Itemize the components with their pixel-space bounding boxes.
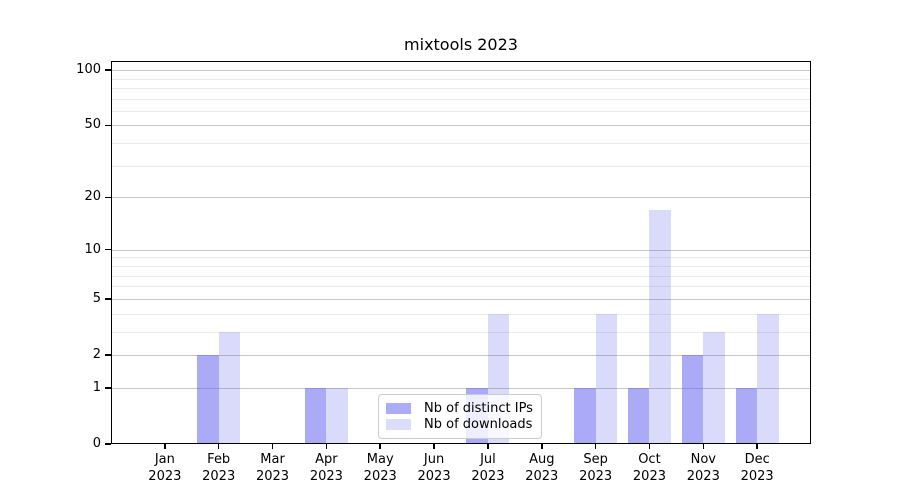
bar-apr-downloads [326,387,348,444]
x-tick-label-aug: Aug 2023 [525,452,559,484]
minor-gridline-3 [111,331,811,333]
x-tick-label-oct: Oct 2023 [632,452,666,484]
x-tick-label-jan: Jan 2023 [148,452,182,484]
y-tick-5 [105,298,111,300]
bar-oct-downloads [649,209,671,444]
y-tick-label-20: 20 [84,189,101,205]
y-tick-label-1: 1 [92,379,101,395]
bar-apr-ips [304,387,327,444]
x-tick-label-feb: Feb 2023 [202,452,236,484]
y-tick-label-100: 100 [76,62,101,78]
x-tick-dec [756,444,758,449]
bar-sep-ips [574,387,596,444]
major-gridline-1 [111,387,811,389]
bar-dec-downloads [757,313,779,444]
bar-nov-ips [681,355,704,444]
x-tick-label-apr: Apr 2023 [309,452,343,484]
y-tick-label-2: 2 [92,346,101,362]
bar-jul-ips [466,387,488,444]
x-tick-apr [325,444,328,449]
y-tick-2 [105,354,111,356]
major-gridline-5 [111,298,811,300]
minor-gridline-70 [111,98,811,100]
minor-gridline-60 [111,110,811,112]
x-tick-may [379,444,381,449]
major-gridline-100 [111,70,811,72]
minor-gridline-4 [111,313,811,315]
y-tick-100 [105,69,111,71]
y-tick-label-50: 50 [84,117,101,133]
x-tick-label-nov: Nov 2023 [686,452,720,484]
x-tick-label-jun: Jun 2023 [417,452,451,484]
bar-feb-downloads [218,331,241,444]
x-tick-aug [541,444,543,449]
x-tick-nov [702,444,705,449]
minor-gridline-7 [111,275,811,277]
chart-title: mixtools 2023 [404,35,518,54]
x-tick-feb [217,444,220,449]
minor-gridline-40 [111,143,811,145]
minor-gridline-90 [111,78,811,80]
bar-feb-ips [197,355,219,444]
minor-gridline-9 [111,257,811,259]
x-tick-sep [594,444,597,449]
y-tick-label-0: 0 [92,436,101,451]
plot-area [111,61,811,444]
minor-gridline-80 [111,87,811,89]
x-tick-label-dec: Dec 2023 [740,452,774,484]
x-tick-label-may: May 2023 [363,452,397,484]
minor-gridline-30 [111,165,811,167]
bar-jul-downloads [487,313,510,444]
x-tick-jun [433,444,435,449]
major-gridline-2 [111,354,811,356]
x-tick-label-mar: Mar 2023 [255,452,290,484]
bar-oct-ips [627,387,650,444]
y-tick-50 [105,124,111,127]
major-gridline-50 [111,125,811,127]
x-tick-jul [487,444,489,449]
y-tick-20 [105,196,111,199]
y-tick-label-10: 10 [84,241,101,257]
bar-nov-downloads [703,331,725,444]
x-tick-label-sep: Sep 2023 [579,452,613,484]
y-tick-label-5: 5 [92,290,101,306]
major-gridline-20 [111,197,811,199]
bar-sep-downloads [595,313,618,444]
minor-gridline-8 [111,265,811,267]
y-tick-10 [105,248,111,251]
major-gridline-10 [111,249,811,251]
x-tick-label-jul: Jul 2023 [471,452,505,484]
y-tick-0 [105,443,111,445]
x-tick-oct [648,444,651,449]
x-tick-jan [164,444,166,449]
bar-dec-ips [735,387,758,444]
x-tick-mar [271,444,274,449]
y-tick-1 [105,387,111,389]
minor-gridline-6 [111,286,811,288]
